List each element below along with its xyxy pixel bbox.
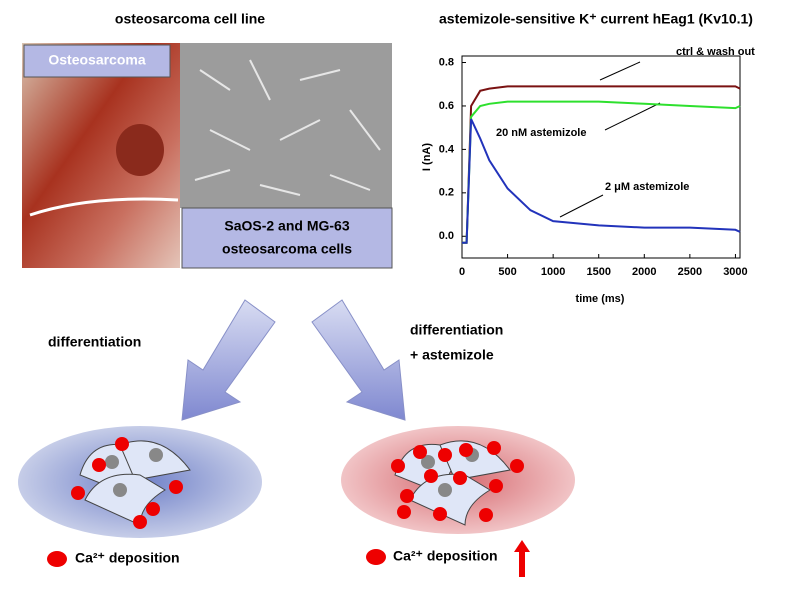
cell-image [180, 43, 392, 208]
photo-panel: Osteosarcoma SaOS-2 and MG-63 osteosarco… [22, 43, 393, 269]
series-line [462, 118, 741, 244]
annotation: 2 μM astemizole [605, 181, 689, 193]
x-tick-label: 0 [459, 266, 465, 278]
flow-label: + astemizole [410, 347, 494, 363]
cells-label: osteosarcoma cells [222, 241, 352, 257]
arrow [311, 299, 406, 421]
x-tick-label: 2000 [632, 266, 656, 278]
x-tick-label: 3000 [723, 266, 747, 278]
panel-title: osteosarcoma cell line [115, 11, 265, 27]
tissue-detail [116, 124, 164, 176]
tissue-detail [29, 197, 179, 217]
tissue-label: Osteosarcoma [48, 52, 145, 68]
plot-frame [461, 55, 741, 259]
flow-label: differentiation [48, 334, 141, 350]
y-axis-label: I (nA) [421, 143, 433, 171]
legend-label: Ca²⁺ deposition [75, 550, 180, 566]
annotation-arrow [604, 102, 661, 131]
legend-dot [366, 549, 386, 565]
y-tick-label: 0.2 [439, 187, 454, 199]
chart: astemizole-sensitive K⁺ current hEag1 (K… [421, 11, 755, 305]
annotation: ctrl & wash out [676, 46, 755, 58]
label-box [181, 207, 393, 269]
annotation-arrow [559, 194, 604, 218]
y-tick-label: 0.4 [439, 143, 455, 155]
flow-label: differentiation [410, 322, 503, 338]
x-tick-label: 1000 [541, 266, 565, 278]
legend-label: Ca²⁺ deposition [393, 548, 498, 564]
chart-title: astemizole-sensitive K⁺ current hEag1 (K… [439, 11, 753, 27]
calcium-dots [71, 437, 524, 529]
cells-label: SaOS-2 and MG-63 [224, 218, 349, 234]
y-tick-label: 0.0 [439, 230, 454, 242]
arrow [181, 299, 276, 421]
series-line [462, 100, 741, 244]
x-tick-label: 1500 [586, 266, 610, 278]
x-tick-label: 500 [498, 266, 516, 278]
legend-dot [47, 551, 67, 567]
x-tick-label: 2500 [678, 266, 702, 278]
y-tick-label: 0.8 [439, 56, 454, 68]
x-axis-label: time (ms) [576, 293, 625, 305]
label-box [23, 44, 171, 78]
cell-texture [194, 59, 381, 196]
increase-arrow [514, 540, 530, 577]
y-tick-label: 0.6 [439, 100, 454, 112]
annotation: 20 nM astemizole [496, 127, 586, 139]
annotation-arrow [599, 61, 641, 81]
series-line [462, 85, 741, 244]
